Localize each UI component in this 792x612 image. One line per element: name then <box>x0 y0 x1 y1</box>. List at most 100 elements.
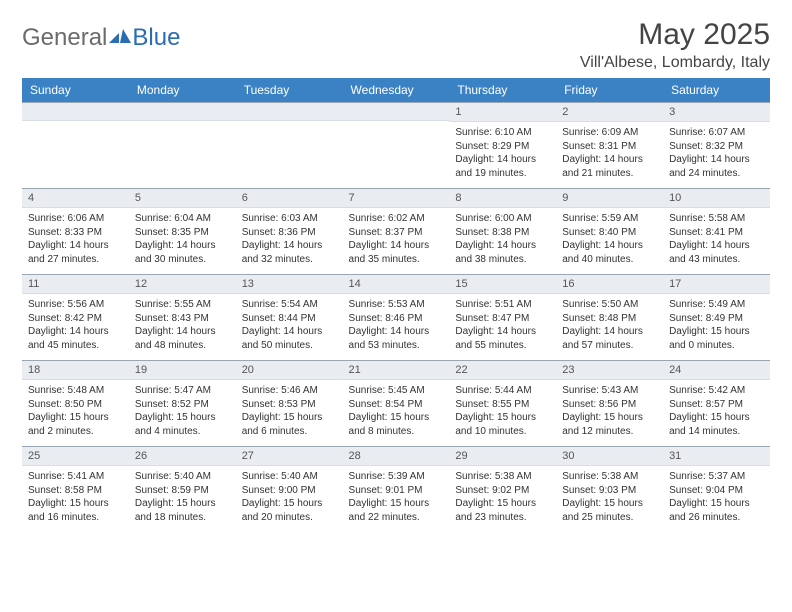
calendar-day-cell: 31Sunrise: 5:37 AMSunset: 9:04 PMDayligh… <box>663 447 770 533</box>
daylight-line-1: Daylight: 15 hours <box>28 497 123 511</box>
day-number: 29 <box>449 447 556 466</box>
day-details: Sunrise: 5:48 AMSunset: 8:50 PMDaylight:… <box>22 380 129 446</box>
sunset-line: Sunset: 8:58 PM <box>28 484 123 498</box>
day-number: 14 <box>343 275 450 294</box>
day-number: 26 <box>129 447 236 466</box>
daylight-line-1: Daylight: 14 hours <box>349 239 444 253</box>
day-number: 15 <box>449 275 556 294</box>
sunset-line: Sunset: 9:03 PM <box>562 484 657 498</box>
sunset-line: Sunset: 8:48 PM <box>562 312 657 326</box>
sunrise-line: Sunrise: 5:39 AM <box>349 470 444 484</box>
daylight-line-1: Daylight: 15 hours <box>669 325 764 339</box>
sunset-line: Sunset: 9:04 PM <box>669 484 764 498</box>
day-number: 7 <box>343 189 450 208</box>
weekday-header: Thursday <box>449 78 556 103</box>
calendar-day-cell: 25Sunrise: 5:41 AMSunset: 8:58 PMDayligh… <box>22 447 129 533</box>
calendar-day-cell: 15Sunrise: 5:51 AMSunset: 8:47 PMDayligh… <box>449 275 556 361</box>
daylight-line-1: Daylight: 15 hours <box>455 411 550 425</box>
daylight-line-2: and 21 minutes. <box>562 167 657 181</box>
day-details: Sunrise: 5:39 AMSunset: 9:01 PMDaylight:… <box>343 466 450 532</box>
day-details <box>22 121 129 179</box>
sunrise-line: Sunrise: 5:46 AM <box>242 384 337 398</box>
daylight-line-1: Daylight: 14 hours <box>242 239 337 253</box>
sunrise-line: Sunrise: 5:56 AM <box>28 298 123 312</box>
sunrise-line: Sunrise: 5:48 AM <box>28 384 123 398</box>
day-details: Sunrise: 5:43 AMSunset: 8:56 PMDaylight:… <box>556 380 663 446</box>
day-number: 9 <box>556 189 663 208</box>
daylight-line-1: Daylight: 14 hours <box>562 325 657 339</box>
sunrise-line: Sunrise: 6:04 AM <box>135 212 230 226</box>
sunset-line: Sunset: 8:49 PM <box>669 312 764 326</box>
daylight-line-2: and 24 minutes. <box>669 167 764 181</box>
calendar-day-cell: 11Sunrise: 5:56 AMSunset: 8:42 PMDayligh… <box>22 275 129 361</box>
sunset-line: Sunset: 8:35 PM <box>135 226 230 240</box>
calendar-week-row: 1Sunrise: 6:10 AMSunset: 8:29 PMDaylight… <box>22 103 770 189</box>
calendar-week-row: 4Sunrise: 6:06 AMSunset: 8:33 PMDaylight… <box>22 189 770 275</box>
daylight-line-1: Daylight: 15 hours <box>349 411 444 425</box>
daylight-line-1: Daylight: 15 hours <box>562 411 657 425</box>
calendar-day-cell: 3Sunrise: 6:07 AMSunset: 8:32 PMDaylight… <box>663 103 770 189</box>
calendar-week-row: 11Sunrise: 5:56 AMSunset: 8:42 PMDayligh… <box>22 275 770 361</box>
sunrise-line: Sunrise: 5:44 AM <box>455 384 550 398</box>
sunset-line: Sunset: 8:40 PM <box>562 226 657 240</box>
sunset-line: Sunset: 8:47 PM <box>455 312 550 326</box>
calendar-week-row: 25Sunrise: 5:41 AMSunset: 8:58 PMDayligh… <box>22 447 770 533</box>
day-details: Sunrise: 5:38 AMSunset: 9:03 PMDaylight:… <box>556 466 663 532</box>
page-title: May 2025 <box>580 18 770 52</box>
sunrise-line: Sunrise: 5:45 AM <box>349 384 444 398</box>
day-details <box>129 121 236 179</box>
daylight-line-2: and 6 minutes. <box>242 425 337 439</box>
daylight-line-2: and 30 minutes. <box>135 253 230 267</box>
weekday-header: Tuesday <box>236 78 343 103</box>
weekday-header: Sunday <box>22 78 129 103</box>
day-details <box>236 121 343 179</box>
calendar-week-row: 18Sunrise: 5:48 AMSunset: 8:50 PMDayligh… <box>22 361 770 447</box>
day-details: Sunrise: 5:53 AMSunset: 8:46 PMDaylight:… <box>343 294 450 360</box>
calendar-day-cell: 9 Sunrise: 5:59 AMSunset: 8:40 PMDaylight… <box>556 189 663 275</box>
sunset-line: Sunset: 8:43 PM <box>135 312 230 326</box>
sunrise-line: Sunrise: 5:59 AM <box>562 212 657 226</box>
sunset-line: Sunset: 8:55 PM <box>455 398 550 412</box>
calendar-table: Sunday Monday Tuesday Wednesday Thursday… <box>22 78 770 532</box>
calendar-day-cell: 12Sunrise: 5:55 AMSunset: 8:43 PMDayligh… <box>129 275 236 361</box>
day-details: Sunrise: 5:45 AMSunset: 8:54 PMDaylight:… <box>343 380 450 446</box>
sunset-line: Sunset: 8:53 PM <box>242 398 337 412</box>
daylight-line-2: and 2 minutes. <box>28 425 123 439</box>
daylight-line-2: and 35 minutes. <box>349 253 444 267</box>
daylight-line-2: and 19 minutes. <box>455 167 550 181</box>
day-details: Sunrise: 5:51 AMSunset: 8:47 PMDaylight:… <box>449 294 556 360</box>
calendar-day-cell: 2Sunrise: 6:09 AMSunset: 8:31 PMDaylight… <box>556 103 663 189</box>
calendar-day-cell: 16Sunrise: 5:50 AMSunset: 8:48 PMDayligh… <box>556 275 663 361</box>
daylight-line-1: Daylight: 14 hours <box>455 153 550 167</box>
day-number: 10 <box>663 189 770 208</box>
sunrise-line: Sunrise: 6:07 AM <box>669 126 764 140</box>
day-number: 2 <box>556 103 663 122</box>
day-number: 28 <box>343 447 450 466</box>
day-number: 31 <box>663 447 770 466</box>
day-details: Sunrise: 5:55 AMSunset: 8:43 PMDaylight:… <box>129 294 236 360</box>
daylight-line-1: Daylight: 14 hours <box>28 239 123 253</box>
daylight-line-2: and 8 minutes. <box>349 425 444 439</box>
day-number: 13 <box>236 275 343 294</box>
calendar-day-cell <box>343 103 450 189</box>
calendar-day-cell: 6Sunrise: 6:03 AMSunset: 8:36 PMDaylight… <box>236 189 343 275</box>
day-number: 21 <box>343 361 450 380</box>
day-number: 22 <box>449 361 556 380</box>
sunrise-line: Sunrise: 6:06 AM <box>28 212 123 226</box>
daylight-line-1: Daylight: 14 hours <box>455 239 550 253</box>
sunset-line: Sunset: 8:56 PM <box>562 398 657 412</box>
day-number: 3 <box>663 103 770 122</box>
day-number: 20 <box>236 361 343 380</box>
calendar-day-cell: 18Sunrise: 5:48 AMSunset: 8:50 PMDayligh… <box>22 361 129 447</box>
daylight-line-1: Daylight: 15 hours <box>242 411 337 425</box>
daylight-line-1: Daylight: 15 hours <box>135 411 230 425</box>
daylight-line-2: and 25 minutes. <box>562 511 657 525</box>
sunset-line: Sunset: 9:02 PM <box>455 484 550 498</box>
brand-part1: General <box>22 24 107 52</box>
daylight-line-1: Daylight: 15 hours <box>28 411 123 425</box>
day-number: 24 <box>663 361 770 380</box>
daylight-line-1: Daylight: 14 hours <box>562 239 657 253</box>
day-number: 23 <box>556 361 663 380</box>
daylight-line-2: and 50 minutes. <box>242 339 337 353</box>
day-details: Sunrise: 6:07 AMSunset: 8:32 PMDaylight:… <box>663 122 770 188</box>
